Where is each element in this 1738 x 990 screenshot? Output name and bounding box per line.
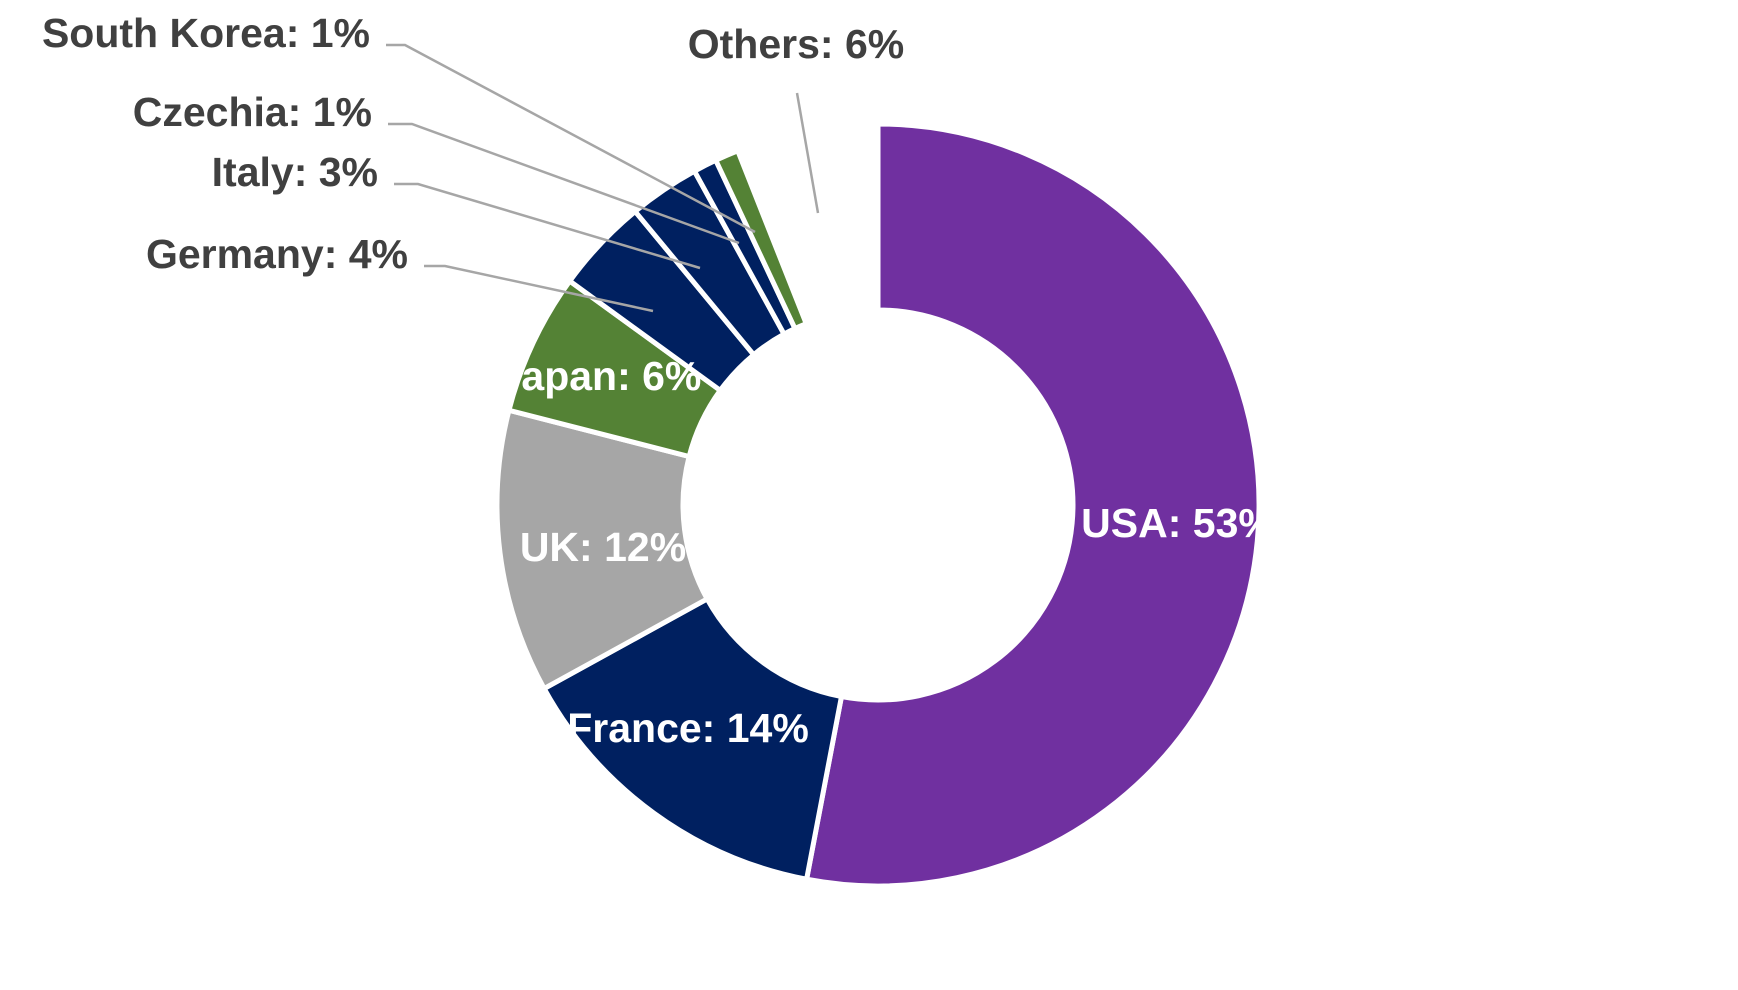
leader-lines-group [386, 43, 820, 313]
data-label-japan: Japan: 6% [499, 353, 702, 399]
data-label-czechia: Czechia: 1% [133, 89, 372, 135]
leader-line-germany [424, 264, 654, 313]
labels-group: USA: 53% France: 14% UK: 12% Japan: 6% Germa… [42, 10, 1275, 751]
leader-line-italy [394, 182, 701, 270]
data-label-south-korea: South Korea: 1% [42, 10, 370, 56]
leader-line-czechia [388, 122, 740, 245]
slice-usa [803, 121, 1262, 889]
leader-line-south-korea [386, 43, 756, 234]
data-label-usa: USA: 53% [1081, 500, 1275, 546]
data-label-germany: Germany: 4% [146, 231, 408, 277]
data-label-uk: UK: 12% [520, 524, 686, 570]
data-label-italy: Italy: 3% [212, 149, 378, 195]
slice-uk [494, 407, 711, 692]
leader-line-others [795, 92, 820, 214]
slice-france [540, 595, 845, 883]
slice-south-korea [712, 147, 810, 332]
data-label-others: Others: 6% [688, 21, 904, 67]
slices-group [494, 121, 1262, 889]
data-label-france: France: 14% [567, 705, 809, 751]
